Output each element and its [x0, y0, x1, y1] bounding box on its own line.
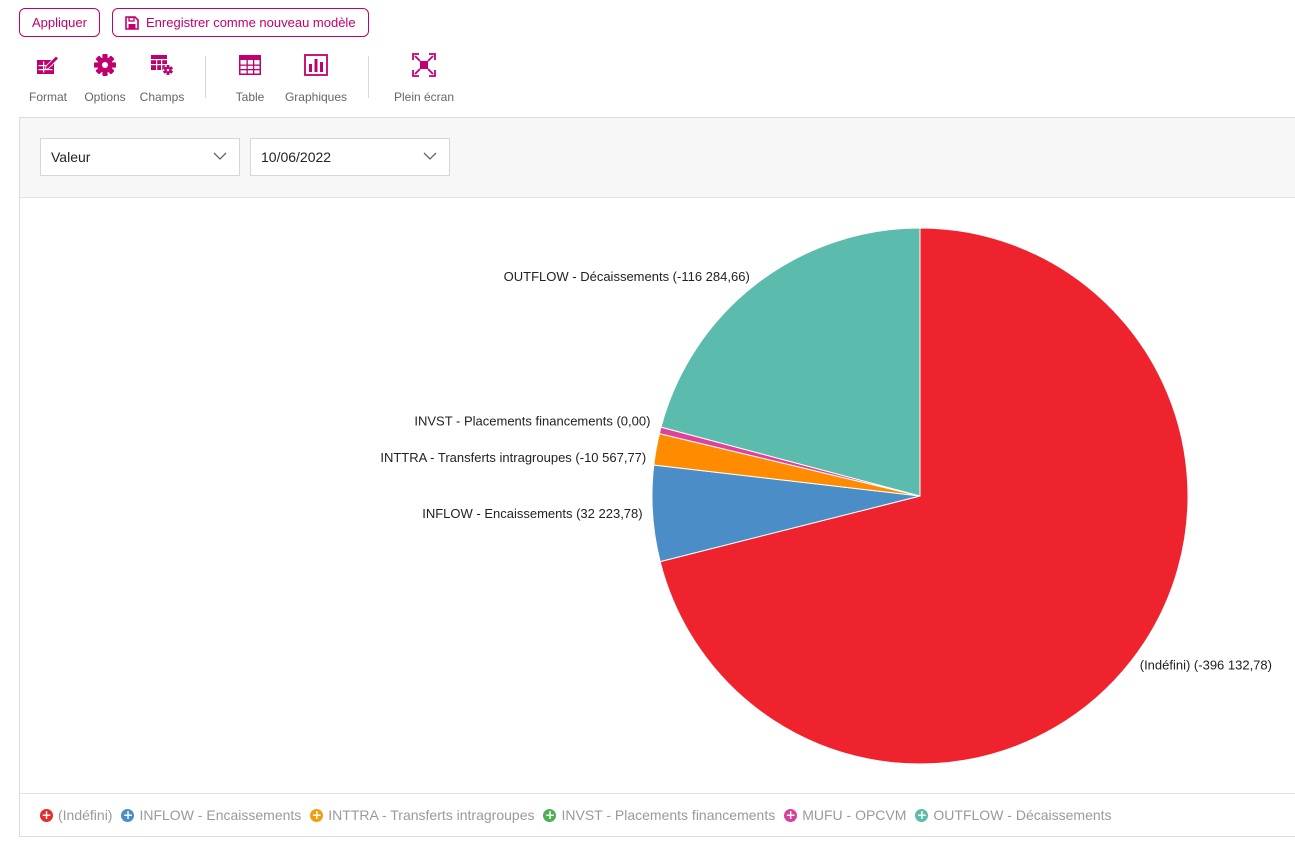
- plus-icon: +: [543, 807, 557, 822]
- legend-item[interactable]: + (Indéfini): [40, 807, 112, 823]
- tool-plein-ecran[interactable]: Plein écran: [392, 50, 456, 104]
- legend-item[interactable]: + OUTFLOW - Décaissements: [915, 807, 1112, 823]
- chart-panel: Valeur 10/06/2022 (Indéfini) (-396 132,7…: [19, 117, 1295, 837]
- save-icon: [125, 15, 139, 30]
- date-select[interactable]: 10/06/2022: [250, 138, 450, 176]
- legend-item[interactable]: + MUFU - OPCVM: [784, 807, 906, 823]
- measure-select[interactable]: Valeur: [40, 138, 240, 176]
- gear-icon: [94, 54, 116, 76]
- save-as-template-label: Enregistrer comme nouveau modèle: [146, 15, 356, 30]
- plus-icon: +: [784, 807, 798, 822]
- save-as-template-button[interactable]: Enregistrer comme nouveau modèle: [112, 8, 369, 37]
- apply-button-label: Appliquer: [32, 15, 87, 30]
- measure-select-value: Valeur: [51, 149, 91, 165]
- chart-area: (Indéfini) (-396 132,78) INFLOW - Encaiss…: [20, 198, 1295, 794]
- pie-slice-label: INVST - Placements financements (0,00): [414, 413, 650, 428]
- legend-item[interactable]: + INTTRA - Transferts intragroupes: [310, 807, 534, 823]
- tool-format[interactable]: Format: [27, 50, 69, 104]
- toolbar-divider: [205, 56, 206, 98]
- chevron-down-icon: [213, 152, 227, 160]
- tool-table[interactable]: Table: [230, 50, 270, 104]
- chevron-down-icon: [423, 152, 437, 160]
- tool-champs[interactable]: Champs: [138, 50, 186, 104]
- legend-item-label: (Indéfini): [58, 807, 113, 823]
- pie-slice-label: (Indéfini) (-396 132,78): [1140, 658, 1272, 673]
- legend-item-label: OUTFLOW - Décaissements: [933, 807, 1112, 823]
- legend-item[interactable]: + INFLOW - Encaissements: [121, 807, 301, 823]
- tool-options[interactable]: Options: [82, 50, 128, 104]
- pie-slice[interactable]: [660, 227, 921, 497]
- pie-slice-label: INTTRA - Transferts intragroupes (-10 56…: [380, 450, 646, 465]
- plus-icon: +: [310, 807, 324, 822]
- plus-icon: +: [915, 807, 929, 822]
- legend-item-label: INFLOW - Encaissements: [139, 807, 302, 823]
- tool-options-label: Options: [84, 90, 126, 104]
- pie-slice-label: OUTFLOW - Décaissements (-116 284,66): [504, 269, 750, 284]
- apply-button[interactable]: Appliquer: [19, 8, 100, 37]
- table-icon: [239, 55, 261, 75]
- pie-chart: (Indéfini) (-396 132,78) INFLOW - Encaiss…: [380, 227, 1272, 765]
- fullscreen-icon: [412, 53, 436, 77]
- chart-legend: + (Indéfini) + INFLOW - Encaissements + INTTR…: [20, 793, 1295, 836]
- plus-icon: +: [40, 807, 53, 822]
- pie-slice[interactable]: [659, 227, 1189, 765]
- pie-slice-label: INFLOW - Encaissements (32 223,78): [422, 506, 642, 521]
- bar-chart-icon: [304, 54, 328, 76]
- tool-graphiques-label: Graphiques: [284, 90, 348, 104]
- plus-icon: +: [121, 807, 135, 822]
- tool-plein-ecran-label: Plein écran: [393, 90, 455, 104]
- legend-item-label: INTTRA - Transferts intragroupes: [328, 807, 535, 823]
- legend-item[interactable]: + INVST - Placements financements: [543, 807, 775, 823]
- tool-format-label: Format: [28, 90, 67, 104]
- legend-item-label: MUFU - OPCVM: [802, 807, 907, 823]
- tool-champs-label: Champs: [139, 90, 185, 104]
- filter-bar: Valeur 10/06/2022: [20, 118, 1295, 198]
- toolbar-divider-2: [368, 56, 369, 98]
- date-select-value: 10/06/2022: [261, 149, 332, 165]
- tool-graphiques[interactable]: Graphiques: [284, 50, 348, 104]
- tool-table-label: Table: [235, 90, 265, 104]
- legend-item-label: INVST - Placements financements: [561, 807, 776, 823]
- table-settings-icon: [151, 55, 174, 76]
- format-icon: [37, 55, 60, 74]
